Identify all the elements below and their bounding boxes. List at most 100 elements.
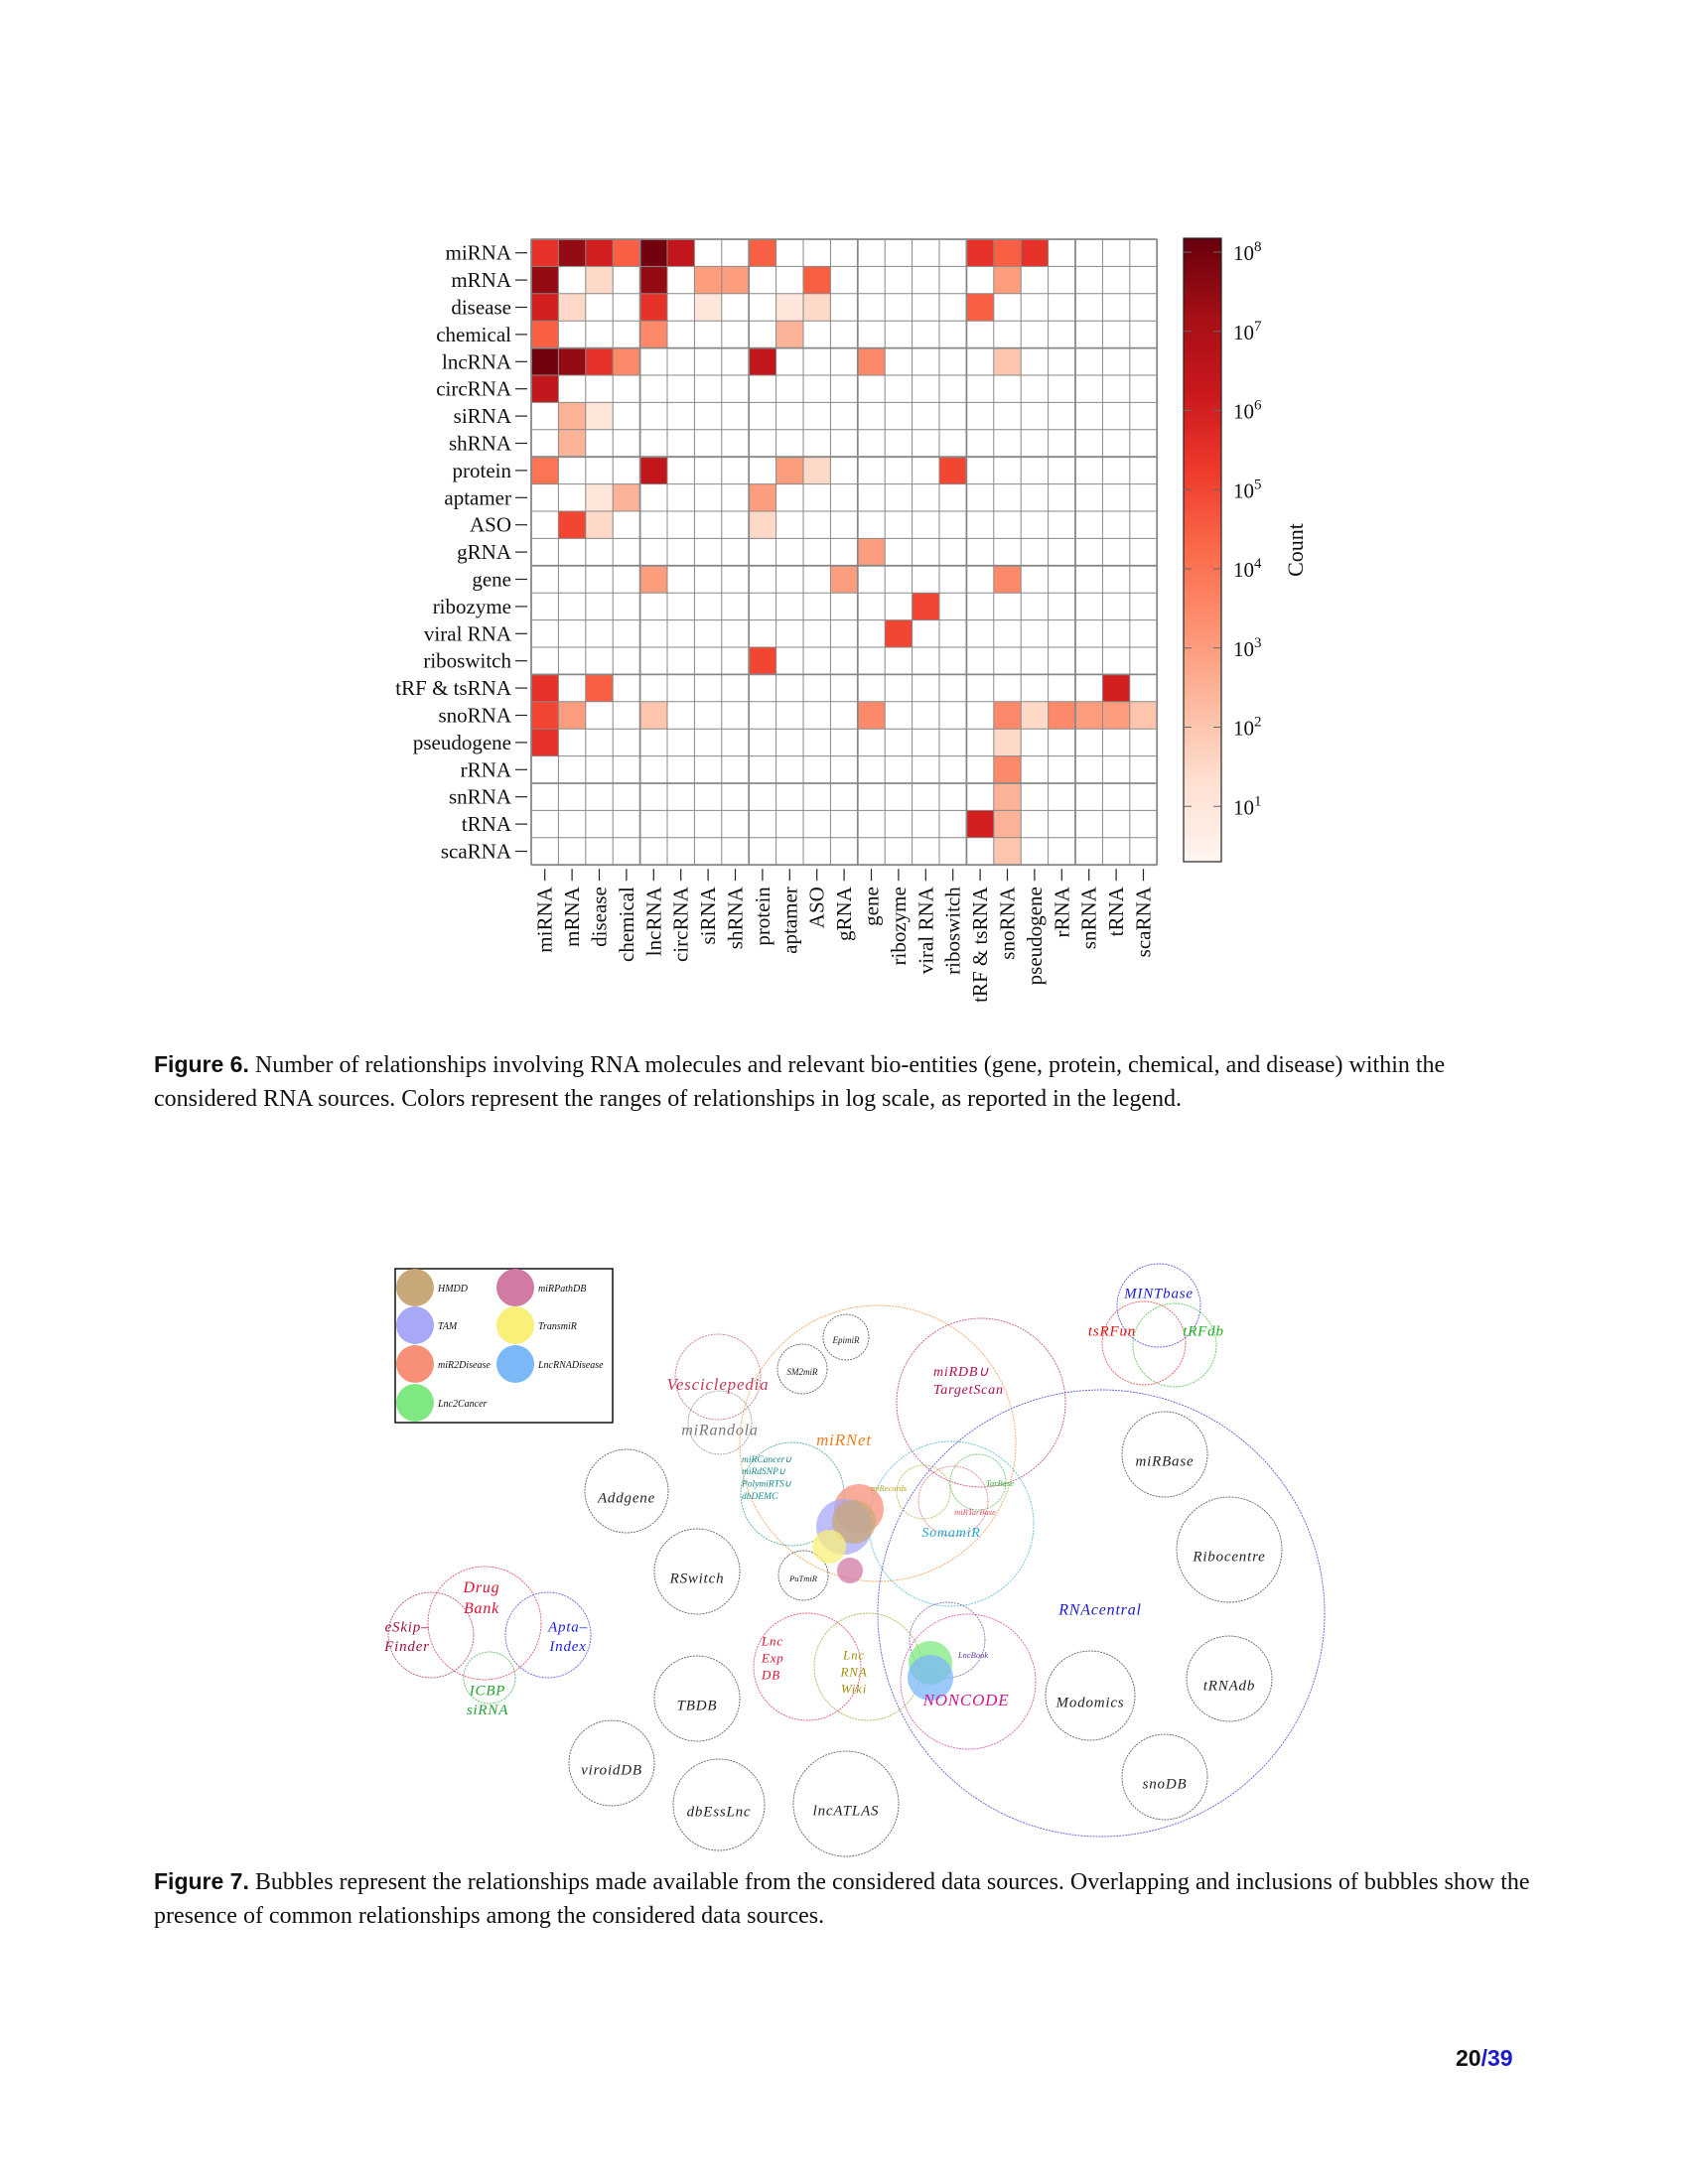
row-label: rRNA bbox=[461, 757, 512, 781]
row-label: protein bbox=[453, 459, 512, 482]
bubble-label-ribocentre: Ribocentre bbox=[1192, 1549, 1265, 1565]
column-label: riboswitch bbox=[941, 887, 965, 975]
heatmap-cell bbox=[966, 810, 994, 838]
bubble-label-lncrnawiki: Lnc bbox=[842, 1648, 865, 1663]
bubble-label-mirnet: miRNet bbox=[816, 1431, 872, 1449]
tick-exponent: 3 bbox=[1254, 635, 1262, 651]
column-label: lncRNA bbox=[641, 886, 665, 956]
page-number: 20/39 bbox=[1456, 2045, 1513, 2072]
heatmap-cell bbox=[966, 293, 994, 322]
column-label: viral RNA bbox=[914, 886, 937, 974]
bubble-aptaindex bbox=[504, 1591, 592, 1679]
bubble-label-lncrnawiki: RNA bbox=[840, 1665, 868, 1680]
heatmap-cell bbox=[558, 701, 586, 730]
bubble-snodb bbox=[1121, 1733, 1208, 1821]
filled-bubble-lncrnadisease bbox=[908, 1655, 953, 1701]
tick-exponent: 1 bbox=[1254, 793, 1262, 809]
bubble-label-mirdb: TargetScan bbox=[933, 1383, 1004, 1398]
heatmap-cell bbox=[639, 457, 667, 484]
figure-7-label: Figure 7. bbox=[154, 1868, 249, 1894]
bubble-putmir bbox=[777, 1550, 829, 1601]
heatmap-cell bbox=[775, 457, 803, 484]
bubble-addgene bbox=[584, 1448, 669, 1534]
bubble-label-mircancer: miRdSNP∪ bbox=[742, 1467, 786, 1477]
column-label: chemical bbox=[615, 887, 638, 962]
heatmap-cell bbox=[558, 293, 586, 322]
heatmap-cell bbox=[803, 457, 831, 484]
heatmap-cell bbox=[639, 266, 667, 294]
bubble-tbdb bbox=[653, 1655, 741, 1742]
bubble-label-lncexpdb: DB bbox=[761, 1667, 780, 1682]
heatmap-cell bbox=[993, 565, 1022, 594]
legend-label-mirpathdb: miRPathDB bbox=[538, 1284, 586, 1295]
tick-exponent: 5 bbox=[1254, 477, 1262, 492]
heatmap-cell bbox=[1021, 701, 1049, 730]
legend-box bbox=[394, 1268, 614, 1424]
tick-base: 10 bbox=[1233, 637, 1254, 661]
column-label: tRNA bbox=[1104, 886, 1128, 936]
tick-base: 10 bbox=[1233, 321, 1254, 344]
bubble-mircancer bbox=[740, 1441, 845, 1547]
bubble-noncode bbox=[900, 1613, 1037, 1750]
heatmap-cell bbox=[993, 347, 1022, 375]
bubble-mirbase bbox=[1121, 1411, 1208, 1498]
column-label: rRNA bbox=[1050, 886, 1073, 937]
colorbar-tick-label: 103 bbox=[1233, 635, 1262, 661]
bubble-label-viroiddb: viroidDB bbox=[581, 1762, 642, 1778]
bubble-label-vesiclepedia: Vesciclepedia bbox=[667, 1375, 770, 1394]
bubble-label-mircancer: dbDEMC bbox=[742, 1492, 778, 1502]
heatmap-cell bbox=[639, 239, 667, 267]
figure-7-caption: Figure 7. Bubbles represent the relation… bbox=[154, 1864, 1534, 1933]
bubble-lncatlas bbox=[792, 1750, 900, 1857]
heatmap-cell bbox=[749, 483, 776, 511]
bubble-label-rnacentral: RNAcentral bbox=[1057, 1602, 1142, 1619]
legend-label-tam: TAM bbox=[438, 1321, 458, 1332]
bubble-drugbank bbox=[427, 1566, 542, 1681]
bubble-mirnet bbox=[739, 1304, 1017, 1582]
heatmap-figure: miRNAmiRNAmRNAmRNAdiseasediseasechemical… bbox=[395, 237, 1308, 1003]
legend-label-lnc2cancer: Lnc2Cancer bbox=[437, 1399, 488, 1410]
filled-bubble-mirpathdb bbox=[837, 1558, 863, 1583]
tick-exponent: 6 bbox=[1254, 398, 1262, 414]
bubble-label-somamir: SomamiR bbox=[921, 1526, 980, 1541]
figure-6-caption: Figure 6. Number of relationships involv… bbox=[154, 1047, 1534, 1116]
filled-bubble-mir2disease bbox=[834, 1484, 884, 1534]
heatmap-cell bbox=[993, 783, 1022, 811]
bubble-label-icbp: siRNA bbox=[467, 1703, 508, 1718]
heatmap-cell bbox=[585, 239, 614, 267]
heatmap-cell bbox=[585, 674, 614, 702]
heatmap-cell bbox=[585, 402, 614, 430]
tick-base: 10 bbox=[1233, 717, 1254, 741]
bubble-mirtarbase bbox=[917, 1465, 989, 1537]
bubble-label-lncexpdb: Lnc bbox=[761, 1634, 783, 1649]
heatmap-cell bbox=[749, 647, 776, 675]
bubble-lncexpdb bbox=[753, 1612, 862, 1721]
heatmap-cell bbox=[531, 239, 559, 267]
column-label: snoRNA bbox=[996, 886, 1020, 959]
heatmap-cell bbox=[558, 402, 586, 430]
bubble-label-drugbank: Bank bbox=[464, 1600, 499, 1617]
bubble-label-mirbase: miRBase bbox=[1136, 1453, 1195, 1469]
heatmap-cell bbox=[1102, 674, 1130, 702]
tick-base: 10 bbox=[1233, 400, 1254, 424]
column-label: aptamer bbox=[777, 887, 801, 954]
heatmap-cell bbox=[667, 239, 695, 267]
heatmap-cell bbox=[830, 565, 858, 594]
colorbar-tick-label: 102 bbox=[1233, 715, 1262, 741]
heatmap-cell bbox=[613, 239, 640, 267]
legend-swatch-tam bbox=[396, 1306, 434, 1344]
bubble-rnacentral bbox=[877, 1389, 1326, 1838]
heatmap-cell bbox=[639, 701, 667, 730]
row-label: scaRNA bbox=[441, 840, 512, 864]
bubble-label-aptaindex: Apta– bbox=[547, 1620, 588, 1636]
colorbar-label: Count bbox=[1283, 523, 1308, 577]
heatmap-cell bbox=[993, 810, 1022, 838]
heatmap-cell bbox=[531, 347, 559, 375]
page-total-link[interactable]: /39 bbox=[1480, 2045, 1513, 2071]
bubble-label-sm2mir: SM2miR bbox=[787, 1367, 818, 1377]
legend-swatch-lnc2cancer bbox=[396, 1384, 434, 1422]
heatmap-cell bbox=[775, 293, 803, 322]
heatmap-cell bbox=[912, 593, 939, 620]
legend-swatch-lncrnadisease bbox=[496, 1345, 534, 1383]
heatmap-cell bbox=[694, 266, 722, 294]
